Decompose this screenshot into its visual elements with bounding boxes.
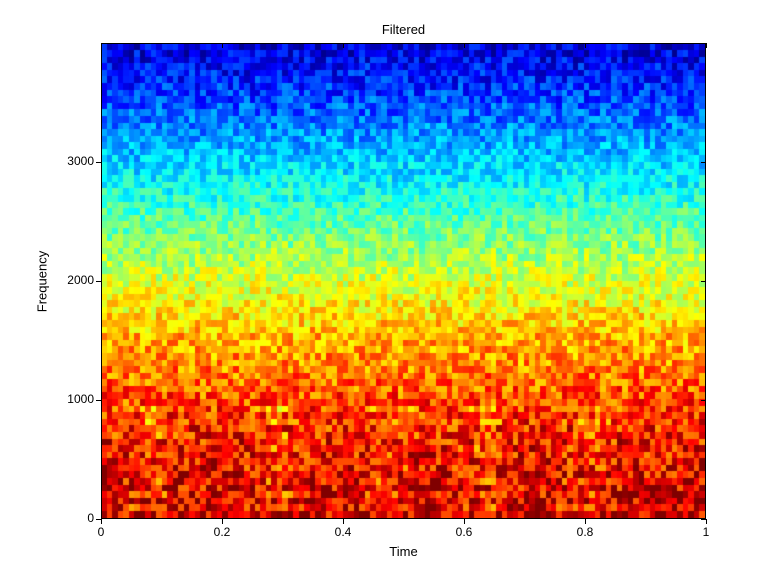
tick-mark <box>701 162 706 163</box>
figure: Filtered Frequency Time 00.20.40.60.8101… <box>0 0 778 586</box>
tick-label: 0.2 <box>197 525 247 539</box>
tick-mark <box>343 43 344 48</box>
tick-label: 0 <box>76 525 126 539</box>
tick-mark <box>96 162 101 163</box>
tick-mark <box>96 519 101 520</box>
tick-label: 3000 <box>46 154 94 168</box>
x-axis-label: Time <box>101 544 706 559</box>
tick-mark <box>585 519 586 524</box>
tick-label: 0.6 <box>439 525 489 539</box>
tick-mark <box>222 43 223 48</box>
tick-mark <box>701 400 706 401</box>
tick-mark <box>585 43 586 48</box>
tick-mark <box>101 519 102 524</box>
tick-label: 1 <box>681 525 731 539</box>
tick-mark <box>343 519 344 524</box>
tick-label: 0.8 <box>560 525 610 539</box>
heatmap-canvas <box>102 44 705 518</box>
tick-label: 0 <box>46 511 94 525</box>
tick-mark <box>701 281 706 282</box>
tick-label: 0.4 <box>318 525 368 539</box>
spectrogram-heatmap <box>101 43 706 519</box>
tick-mark <box>464 43 465 48</box>
tick-mark <box>706 519 707 524</box>
chart-title: Filtered <box>101 22 706 37</box>
tick-mark <box>464 519 465 524</box>
tick-mark <box>101 43 102 48</box>
tick-mark <box>701 519 706 520</box>
tick-label: 1000 <box>46 392 94 406</box>
tick-mark <box>96 281 101 282</box>
tick-label: 2000 <box>46 273 94 287</box>
tick-mark <box>96 400 101 401</box>
tick-mark <box>222 519 223 524</box>
tick-mark <box>706 43 707 48</box>
